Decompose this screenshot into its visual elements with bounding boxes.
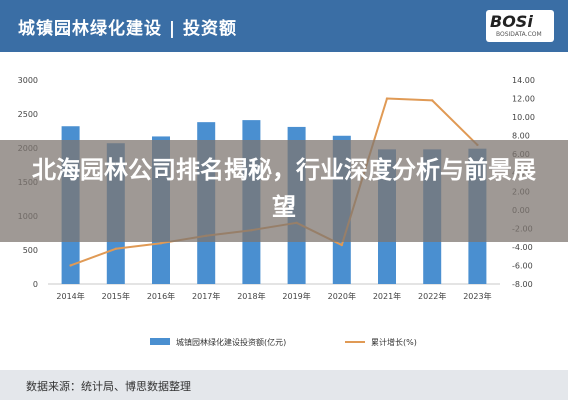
- chart-legend: 城镇园林绿化建设投资额(亿元) 累计增长(%): [150, 337, 417, 347]
- y-right-tick-label: 14.00: [512, 76, 535, 85]
- y-right-tick-label: -6.00: [512, 261, 533, 270]
- brand-logo-mark: BOSi: [490, 12, 533, 31]
- x-tick-label: 2015年: [102, 291, 130, 301]
- y-right-tick-label: 12.00: [512, 95, 535, 104]
- line-point: [340, 243, 343, 247]
- y-left-tick-label: 3000: [18, 76, 38, 85]
- y-left-tick-label: 0: [33, 280, 38, 289]
- source-note: 数据来源：统计局、博思数据整理: [26, 380, 191, 393]
- x-tick-label: 2020年: [328, 291, 356, 301]
- line-point: [385, 97, 389, 100]
- x-tick-label: 2021年: [373, 291, 401, 301]
- y-right-tick-label: 10.00: [512, 113, 535, 122]
- chart-title: 城镇园林绿化建设 | 投资额: [18, 19, 238, 39]
- line-point: [114, 247, 118, 250]
- x-tick-label: 2014年: [56, 291, 84, 301]
- x-tick-label: 2019年: [282, 291, 310, 301]
- x-tick-label: 2016年: [147, 291, 175, 301]
- line-point: [431, 99, 434, 102]
- legend-label-bar: 城镇园林绿化建设投资额(亿元): [176, 337, 286, 347]
- x-tick-label: 2022年: [418, 291, 446, 301]
- brand-logo: BOSi BOSIDATA.COM: [486, 10, 554, 42]
- y-right-tick-label: -8.00: [512, 280, 533, 289]
- legend-swatch-bar: [150, 338, 170, 345]
- chart-header: 城镇园林绿化建设 | 投资额 BOSi BOSIDATA.COM: [0, 0, 568, 52]
- headline-banner: 北海园林公司排名揭秘，行业深度分析与前景展望: [0, 140, 568, 242]
- y-left-tick-label: 500: [23, 246, 38, 255]
- legend-label-line: 累计增长(%): [371, 337, 417, 347]
- x-tick-label: 2023年: [463, 291, 491, 301]
- line-point: [159, 242, 163, 245]
- source-footer: 数据来源：统计局、博思数据整理: [0, 370, 568, 400]
- headline-text: 北海园林公司排名揭秘，行业深度分析与前景展望: [32, 156, 536, 221]
- y-right-tick-label: 8.00: [512, 132, 530, 141]
- y-right-tick-label: -4.00: [512, 243, 533, 252]
- y-left-tick-label: 2500: [18, 110, 38, 119]
- brand-logo-subtext: BOSIDATA.COM: [496, 31, 542, 38]
- x-tick-label: 2018年: [237, 291, 265, 301]
- x-tick-label: 2017年: [192, 291, 220, 301]
- line-point: [69, 264, 72, 267]
